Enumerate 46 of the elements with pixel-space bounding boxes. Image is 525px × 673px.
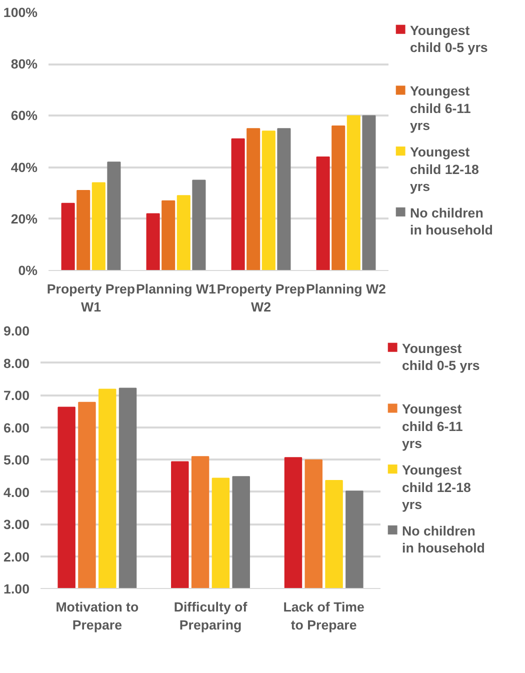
bar <box>146 213 160 270</box>
bar <box>316 156 330 270</box>
bar <box>277 128 291 270</box>
y-tick-label: 80% <box>10 56 38 72</box>
x-tick-label: Property Prep W1 <box>46 282 136 314</box>
text: Youngest child 0-5 yrs <box>410 22 488 56</box>
text: Youngest child 12-18 yrs <box>402 462 471 512</box>
y-tick-label: 100% <box>3 5 38 20</box>
y-tick-label: 4.00 <box>4 484 30 500</box>
bar <box>76 190 90 270</box>
y-tick-label: 0% <box>18 263 38 278</box>
x-tick-label: Motivation to Prepare <box>56 600 139 632</box>
y-tick-label: 20% <box>10 211 38 226</box>
y-tick-label: 7.00 <box>4 388 30 403</box>
legend-label: No children in household <box>402 523 485 556</box>
x-tick-label: Difficulty of Preparing <box>174 600 248 632</box>
x-tick-label: Property Prep W2 <box>216 282 306 314</box>
legend-label: Youngest child 0-5 yrs <box>402 340 480 374</box>
y-tick-label: 1.00 <box>4 582 30 596</box>
x-tick-label: Planning W1 <box>136 282 217 296</box>
y-tick-label: 9.00 <box>4 324 30 338</box>
legend-label: Youngest child 6-11 yrs <box>410 84 472 134</box>
y-tick-label: 3.00 <box>4 517 30 532</box>
y-tick-label: 6.00 <box>4 420 30 436</box>
y-tick-label: 5.00 <box>4 452 30 468</box>
y-tick-label: 8.00 <box>4 356 30 371</box>
bar <box>92 182 106 270</box>
bar <box>231 138 245 270</box>
legend-label: No children in household <box>410 205 493 238</box>
y-tick-label: 60% <box>10 108 38 124</box>
y-tick-label: 2.00 <box>4 549 30 564</box>
legend-label: Youngest child 12-18 yrs <box>410 144 479 194</box>
y-tick-label: 40% <box>10 160 38 175</box>
bar <box>332 126 346 270</box>
bar <box>61 202 75 270</box>
bar <box>246 128 260 270</box>
x-tick-label: Lack of Time to Prepare <box>283 600 364 632</box>
bar <box>346 115 360 270</box>
bar <box>162 200 176 270</box>
bar <box>362 115 376 270</box>
bar <box>176 195 190 270</box>
bar <box>192 180 206 270</box>
bar <box>107 162 121 270</box>
bar <box>262 130 276 270</box>
x-tick-label: Planning W2 <box>306 282 386 296</box>
text: Youngest child 6-11 yrs <box>402 402 464 452</box>
